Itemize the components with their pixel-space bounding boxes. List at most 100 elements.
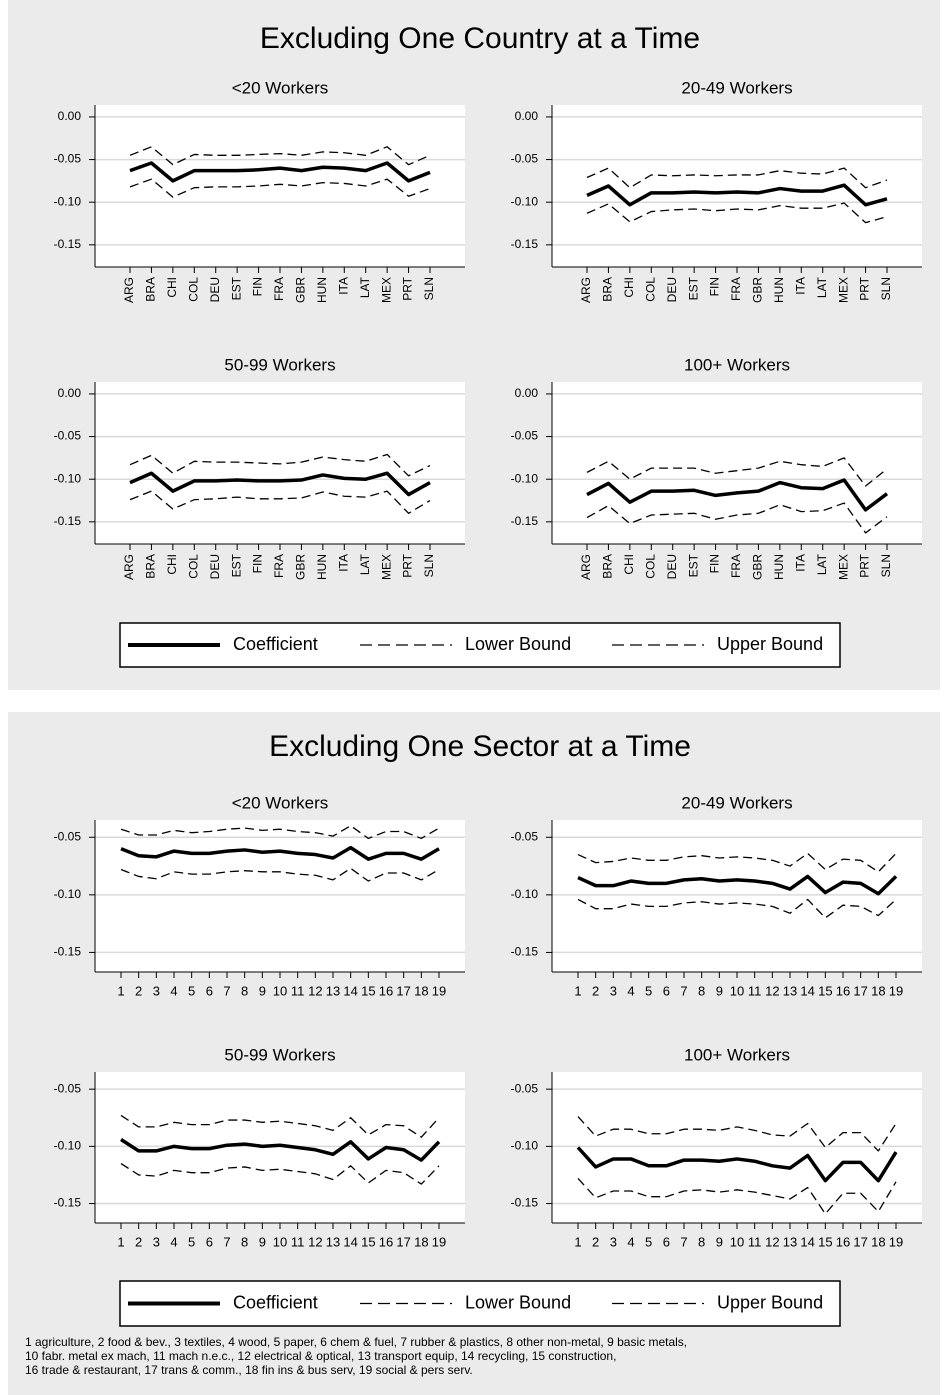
x-tick-label: 9 (716, 983, 723, 998)
series-line (120, 1138, 441, 1162)
x-tick-label: 8 (698, 1234, 705, 1249)
x-tick-label: 16 (379, 983, 393, 998)
y-tick-label: 0.00 (515, 109, 539, 123)
x-tick-label: 6 (663, 1234, 670, 1249)
y-tick-label: -0.10 (54, 194, 82, 208)
panel-title: 50-99 Workers (224, 1045, 335, 1064)
x-tick-label: 7 (680, 1234, 687, 1249)
x-tick-label: MEX (836, 277, 850, 303)
series-line (586, 167, 888, 189)
x-tick-label: FIN (251, 554, 265, 573)
x-tick-label: DEU (208, 277, 222, 302)
x-tick-label: ARG (579, 554, 593, 580)
x-tick-label: CHI (165, 554, 179, 575)
series-line (577, 1177, 897, 1215)
x-tick-label: 18 (414, 983, 428, 998)
series-line (120, 1162, 440, 1185)
x-tick-label: HUN (315, 277, 329, 303)
y-tick-label: -0.05 (511, 1081, 539, 1095)
x-tick-label: 13 (326, 1234, 340, 1249)
series-line (576, 1146, 898, 1183)
x-tick-label: LAT (815, 553, 829, 575)
panel-title: 20-49 Workers (681, 793, 792, 812)
x-tick-label: GBR (294, 554, 308, 580)
footnote: 10 fabr. metal ex mach, 11 mach n.e.c., … (25, 1349, 616, 1363)
x-tick-label: MEX (379, 277, 393, 303)
x-tick-label: EST (229, 276, 243, 300)
panel-title: 100+ Workers (684, 1045, 790, 1064)
plot-area (552, 1072, 922, 1223)
x-tick-label: 14 (800, 1234, 814, 1249)
x-tick-label: 18 (871, 983, 885, 998)
series-line (586, 478, 889, 512)
x-tick-label: 11 (291, 983, 305, 998)
figure-title: Excluding One Sector at a Time (269, 730, 691, 763)
x-tick-label: EST (229, 553, 243, 577)
x-tick-label: HUN (315, 554, 329, 580)
x-tick-label: 4 (170, 983, 177, 998)
series-line (120, 867, 440, 882)
x-tick-label: 12 (308, 983, 322, 998)
y-tick-label: -0.10 (54, 1139, 82, 1153)
x-tick-label: 5 (188, 983, 195, 998)
y-tick-label: -0.10 (54, 471, 82, 485)
y-tick-label: -0.15 (54, 945, 82, 959)
x-tick-label: GBR (751, 554, 765, 580)
x-tick-label: DEU (208, 554, 222, 579)
y-tick-label: 0.00 (58, 386, 82, 400)
series-line (586, 502, 888, 534)
x-tick-label: 19 (432, 1234, 446, 1249)
series-line (129, 178, 431, 198)
series-line (577, 852, 897, 873)
x-tick-label: 12 (765, 983, 779, 998)
panel-title: <20 Workers (232, 793, 329, 812)
plot-area (552, 105, 922, 267)
panel-title: 50-99 Workers (224, 355, 335, 374)
x-tick-label: EST (686, 553, 700, 577)
x-tick-label: ARG (579, 277, 593, 303)
x-tick-label: FIN (708, 554, 722, 573)
figure-title: Excluding One Country at a Time (260, 22, 700, 55)
x-tick-label: FRA (272, 554, 286, 578)
footnote: 1 agriculture, 2 food & bev., 3 textiles… (25, 1335, 687, 1349)
x-tick-label: 2 (592, 983, 599, 998)
x-tick-label: MEX (836, 554, 850, 580)
x-tick-label: 2 (592, 1234, 599, 1249)
x-tick-label: 9 (259, 1234, 266, 1249)
plot-area (95, 1072, 465, 1223)
footnote: 16 trade & restaurant, 17 trans & comm.,… (25, 1363, 473, 1377)
x-tick-label: 15 (818, 983, 832, 998)
series-line (129, 161, 431, 183)
x-tick-label: CHI (622, 277, 636, 298)
x-tick-label: ITA (793, 554, 807, 572)
x-tick-label: 17 (853, 1234, 867, 1249)
x-tick-label: 10 (730, 1234, 744, 1249)
x-tick-label: 16 (836, 983, 850, 998)
x-tick-label: 2 (135, 983, 142, 998)
x-tick-label: 6 (206, 983, 213, 998)
y-tick-label: -0.15 (54, 1196, 82, 1210)
x-tick-label: 4 (627, 983, 634, 998)
x-tick-label: ITA (336, 554, 350, 572)
series-line (120, 1114, 440, 1138)
x-tick-label: 18 (871, 1234, 885, 1249)
x-tick-label: 3 (610, 1234, 617, 1249)
x-tick-label: GBR (294, 277, 308, 303)
x-tick-label: 9 (259, 983, 266, 998)
x-tick-label: 16 (836, 1234, 850, 1249)
x-tick-label: LAT (358, 553, 372, 575)
series-line (586, 202, 888, 224)
x-tick-label: 17 (853, 983, 867, 998)
y-tick-label: 0.00 (58, 109, 82, 123)
x-tick-label: ITA (336, 277, 350, 295)
x-tick-label: 5 (645, 983, 652, 998)
x-tick-label: FIN (251, 277, 265, 296)
x-tick-label: GBR (751, 277, 765, 303)
series-line (586, 457, 888, 487)
figure-background (8, 0, 940, 690)
x-tick-label: 6 (206, 1234, 213, 1249)
series-line (129, 471, 431, 497)
x-tick-label: 13 (783, 983, 797, 998)
x-tick-label: PRT (858, 553, 872, 577)
